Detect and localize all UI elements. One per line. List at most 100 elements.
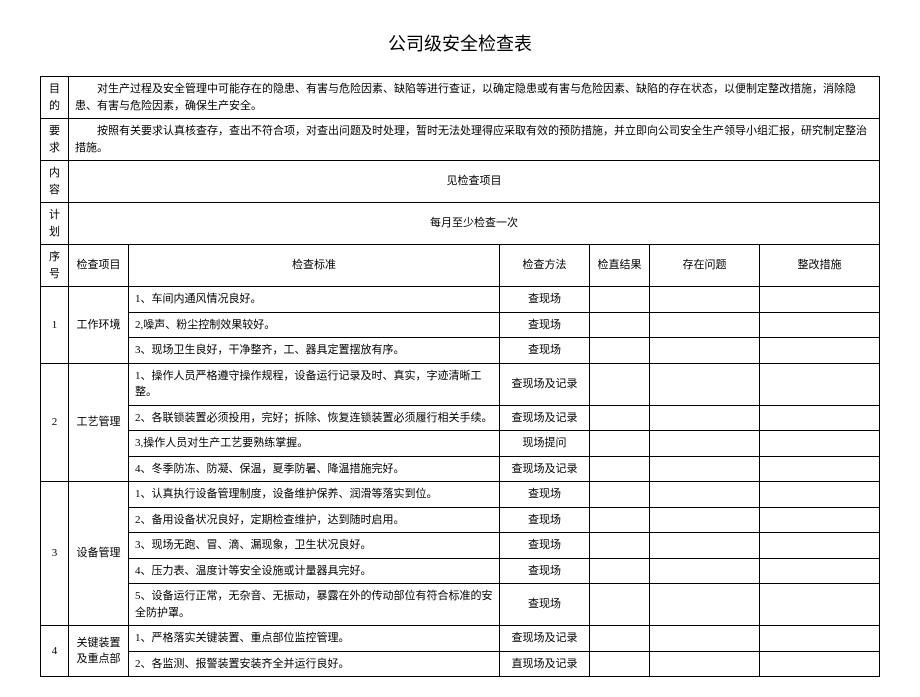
action-cell	[760, 338, 880, 364]
std-cell: 3、现场卫生良好，干净整齐，工、器具定置摆放有序。	[129, 338, 500, 364]
std-cell: 2,噪声、粉尘控制效果较好。	[129, 312, 500, 338]
result-cell	[590, 626, 650, 652]
content-text: 见检查项目	[69, 161, 880, 203]
table-row: 2、各监测、报警装置安装齐全并运行良好。直现场及记录	[41, 651, 880, 677]
problem-cell	[650, 431, 760, 457]
method-cell: 查现场	[500, 584, 590, 626]
method-cell: 直现场及记录	[500, 651, 590, 677]
page-title: 公司级安全检查表	[40, 30, 880, 56]
problem-cell	[650, 405, 760, 431]
result-cell	[590, 338, 650, 364]
method-cell: 查现场	[500, 482, 590, 508]
std-cell: 3,操作人员对生产工艺要熟练掌握。	[129, 431, 500, 457]
result-cell	[590, 312, 650, 338]
col-seq: 序号	[41, 245, 69, 287]
seq-cell: 1	[41, 287, 69, 364]
action-cell	[760, 287, 880, 313]
std-cell: 3、现场无跑、冒、滴、漏现象，卫生状况良好。	[129, 533, 500, 559]
item-cell: 工艺管理	[69, 363, 129, 482]
table-row: 5、设备运行正常，无杂音、无振动，暴露在外的传动部位有符合标准的安全防护罩。查现…	[41, 584, 880, 626]
problem-cell	[650, 651, 760, 677]
plan-label: 计划	[41, 203, 69, 245]
problem-cell	[650, 338, 760, 364]
std-cell: 2、各联锁装置必须投用，完好；拆除、恢复连锁装置必须履行相关手续。	[129, 405, 500, 431]
purpose-text: 对生产过程及安全管理中可能存在的隐患、有害与危险因素、缺陷等进行查证，以确定隐患…	[69, 77, 880, 119]
result-cell	[590, 558, 650, 584]
col-problem: 存在问题	[650, 245, 760, 287]
col-item: 检查项目	[69, 245, 129, 287]
col-result: 检直结果	[590, 245, 650, 287]
purpose-row: 目的 对生产过程及安全管理中可能存在的隐患、有害与危险因素、缺陷等进行查证，以确…	[41, 77, 880, 119]
result-cell	[590, 363, 650, 405]
std-cell: 1、严格落实关键装置、重点部位监控管理。	[129, 626, 500, 652]
require-text: 按照有关要求认真核查存，查出不符合项，对查出问题及时处理，暂时无法处理得应采取有…	[69, 119, 880, 161]
item-cell: 设备管理	[69, 482, 129, 626]
method-cell: 查现场	[500, 533, 590, 559]
std-cell: 1、车间内通风情况良好。	[129, 287, 500, 313]
content-row: 内容 见检查项目	[41, 161, 880, 203]
action-cell	[760, 651, 880, 677]
std-cell: 4、压力表、温度计等安全设施或计量器具完好。	[129, 558, 500, 584]
table-row: 2、各联锁装置必须投用，完好；拆除、恢复连锁装置必须履行相关手续。查现场及记录	[41, 405, 880, 431]
content-label: 内容	[41, 161, 69, 203]
table-row: 4关键装置及重点部1、严格落实关键装置、重点部位监控管理。查现场及记录	[41, 626, 880, 652]
col-method: 检查方法	[500, 245, 590, 287]
action-cell	[760, 405, 880, 431]
problem-cell	[650, 558, 760, 584]
table-row: 3、现场无跑、冒、滴、漏现象，卫生状况良好。查现场	[41, 533, 880, 559]
action-cell	[760, 363, 880, 405]
method-cell: 查现场	[500, 312, 590, 338]
action-cell	[760, 533, 880, 559]
std-cell: 1、认真执行设备管理制度，设备维护保养、润滑等落实到位。	[129, 482, 500, 508]
result-cell	[590, 287, 650, 313]
action-cell	[760, 482, 880, 508]
action-cell	[760, 626, 880, 652]
result-cell	[590, 482, 650, 508]
problem-cell	[650, 533, 760, 559]
table-row: 4、冬季防冻、防凝、保温，夏季防暑、降温措施完好。查现场及记录	[41, 456, 880, 482]
table-row: 2,噪声、粉尘控制效果较好。查现场	[41, 312, 880, 338]
problem-cell	[650, 507, 760, 533]
plan-row: 计划 每月至少检查一次	[41, 203, 880, 245]
result-cell	[590, 456, 650, 482]
method-cell: 查现场	[500, 287, 590, 313]
action-cell	[760, 558, 880, 584]
item-cell: 工作环境	[69, 287, 129, 364]
std-cell: 4、冬季防冻、防凝、保温，夏季防暑、降温措施完好。	[129, 456, 500, 482]
action-cell	[760, 431, 880, 457]
problem-cell	[650, 287, 760, 313]
method-cell: 查现场及记录	[500, 363, 590, 405]
method-cell: 查现场	[500, 558, 590, 584]
table-row: 3设备管理1、认真执行设备管理制度，设备维护保养、润滑等落实到位。查现场	[41, 482, 880, 508]
result-cell	[590, 584, 650, 626]
method-cell: 查现场及记录	[500, 626, 590, 652]
result-cell	[590, 431, 650, 457]
column-header-row: 序号 检查项目 检查标准 检查方法 检直结果 存在问题 整改措施	[41, 245, 880, 287]
problem-cell	[650, 626, 760, 652]
table-row: 2、备用设备状况良好，定期检查维护，达到随时启用。查现场	[41, 507, 880, 533]
table-row: 1工作环境1、车间内通风情况良好。查现场	[41, 287, 880, 313]
action-cell	[760, 456, 880, 482]
method-cell: 查现场	[500, 338, 590, 364]
seq-cell: 2	[41, 363, 69, 482]
problem-cell	[650, 456, 760, 482]
action-cell	[760, 312, 880, 338]
method-cell: 查现场及记录	[500, 405, 590, 431]
require-label: 要求	[41, 119, 69, 161]
table-row: 4、压力表、温度计等安全设施或计量器具完好。查现场	[41, 558, 880, 584]
result-cell	[590, 651, 650, 677]
problem-cell	[650, 363, 760, 405]
table-row: 2工艺管理1、操作人员严格遵守操作规程，设备运行记录及时、真实，字迹清晰工整。查…	[41, 363, 880, 405]
col-action: 整改措施	[760, 245, 880, 287]
seq-cell: 4	[41, 626, 69, 677]
std-cell: 5、设备运行正常，无杂音、无振动，暴露在外的传动部位有符合标准的安全防护罩。	[129, 584, 500, 626]
item-cell: 关键装置及重点部	[69, 626, 129, 677]
result-cell	[590, 533, 650, 559]
method-cell: 查现场及记录	[500, 456, 590, 482]
col-std: 检查标准	[129, 245, 500, 287]
require-row: 要求 按照有关要求认真核查存，查出不符合项，对查出问题及时处理，暂时无法处理得应…	[41, 119, 880, 161]
plan-text: 每月至少检查一次	[69, 203, 880, 245]
action-cell	[760, 507, 880, 533]
method-cell: 现场提问	[500, 431, 590, 457]
table-row: 3、现场卫生良好，干净整齐，工、器具定置摆放有序。查现场	[41, 338, 880, 364]
